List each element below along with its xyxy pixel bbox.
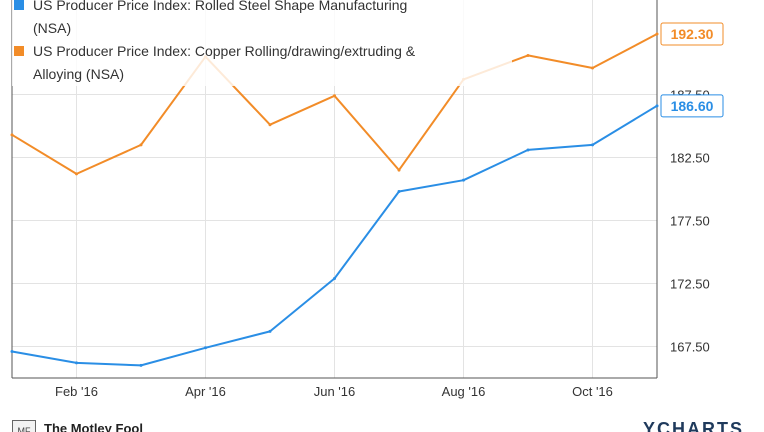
data-point-1 [139,143,143,147]
x-tick-label: Apr '16 [185,384,226,399]
x-tick-label: Feb '16 [55,384,98,399]
legend-swatch-steel [14,0,24,10]
data-point-1 [655,32,659,36]
data-point-1 [591,66,594,70]
data-point-1 [10,133,14,137]
jester-logo-icon: MF [12,420,36,432]
end-label-box-0 [660,94,724,118]
source-label: The Motley Fool [44,421,143,432]
y-tick-label: 177.50 [670,214,710,229]
data-point-0 [526,148,530,152]
legend-label-copper-line1: US Producer Price Index: Copper Rolling/… [33,43,416,59]
x-tick-label: Jun '16 [314,384,356,399]
x-tick-label: Oct '16 [572,384,613,399]
data-point-0 [655,104,659,108]
end-value-labels: 186.60 192.30 [660,22,724,118]
data-point-0 [75,361,78,365]
data-point-0 [204,346,207,350]
legend: US Producer Price Index: Rolled Steel Sh… [12,0,512,86]
data-point-1 [397,168,401,172]
y-tick-label: 167.50 [670,340,710,355]
data-point-0 [268,329,272,333]
legend-label-copper-line2: Alloying (NSA) [33,66,125,82]
legend-item-copper[interactable]: US Producer Price Index: Copper Rolling/… [12,40,512,86]
ycharts-logo: YCHARTS [642,419,744,432]
legend-swatch-copper [14,46,24,56]
x-axis-labels: Feb '16 Apr '16 Jun '16 Aug '16 Oct '16 [55,384,613,399]
data-point-0 [591,143,594,147]
legend-item-steel[interactable]: US Producer Price Index: Rolled Steel Sh… [12,0,512,40]
data-point-0 [10,350,14,354]
end-value-label-1: 192.30 [671,26,714,42]
legend-label-steel-line2: (NSA) [33,20,72,36]
data-point-0 [333,276,336,280]
data-point-1 [526,53,530,57]
end-label-box-1 [660,22,724,46]
legend-label-steel-line1: US Producer Price Index: Rolled Steel Sh… [33,0,408,13]
legend-label-steel: US Producer Price Index: Rolled Steel Sh… [33,0,503,40]
legend-label-copper: US Producer Price Index: Copper Rolling/… [33,40,503,86]
footer: MF The Motley Fool YCHARTS [0,415,764,432]
y-tick-label: 182.50 [670,151,710,166]
data-point-0 [397,190,401,194]
data-point-0 [139,363,143,367]
x-tick-label: Aug '16 [442,384,486,399]
end-value-label-0: 186.60 [671,98,714,114]
data-point-0 [462,178,465,182]
data-point-1 [268,123,272,127]
data-point-1 [333,94,336,98]
y-tick-label: 172.50 [670,277,710,292]
data-point-1 [75,172,78,176]
